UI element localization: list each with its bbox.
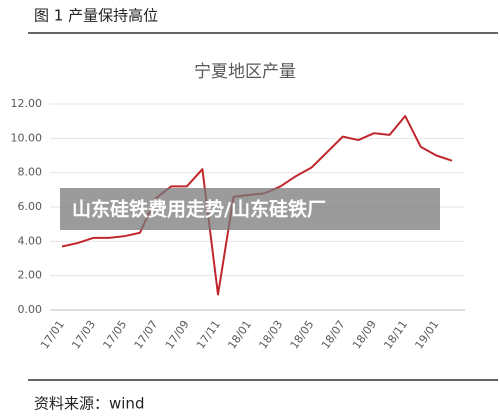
x-tick-label: 17/07 (132, 318, 161, 351)
figure-caption: 图 1 产量保持高位 (34, 7, 158, 25)
overlay-text: 山东硅铁费用走势/山东硅铁厂 (72, 198, 326, 221)
x-tick-label: 19/01 (412, 318, 441, 351)
x-tick-label: 17/03 (69, 318, 98, 351)
y-tick-label: 4.00 (18, 234, 43, 247)
y-tick-label: 12.00 (11, 97, 43, 110)
chart-title: 宁夏地区产量 (194, 62, 296, 82)
y-tick-label: 2.00 (18, 269, 43, 282)
x-tick-label: 17/09 (163, 318, 192, 351)
x-tick-label: 18/09 (350, 318, 379, 351)
x-tick-label: 18/07 (319, 318, 348, 351)
y-tick-label: 0.00 (18, 303, 43, 316)
y-tick-label: 10.00 (11, 131, 43, 144)
overlay-banner (60, 188, 440, 230)
x-tick-label: 18/03 (256, 318, 285, 351)
x-tick-label: 18/01 (225, 318, 254, 351)
x-tick-label: 17/01 (38, 318, 67, 351)
y-tick-label: 8.00 (18, 166, 43, 179)
x-tick-label: 17/05 (100, 318, 129, 351)
y-tick-label: 6.00 (18, 200, 43, 213)
source: 资料来源：wind (34, 395, 144, 413)
x-tick-label: 17/11 (194, 318, 223, 351)
x-tick-label: 18/05 (288, 318, 317, 351)
x-tick-label: 18/11 (381, 318, 410, 351)
